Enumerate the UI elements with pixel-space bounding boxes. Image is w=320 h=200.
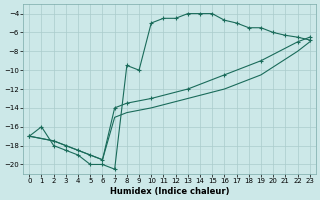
X-axis label: Humidex (Indice chaleur): Humidex (Indice chaleur) — [110, 187, 229, 196]
